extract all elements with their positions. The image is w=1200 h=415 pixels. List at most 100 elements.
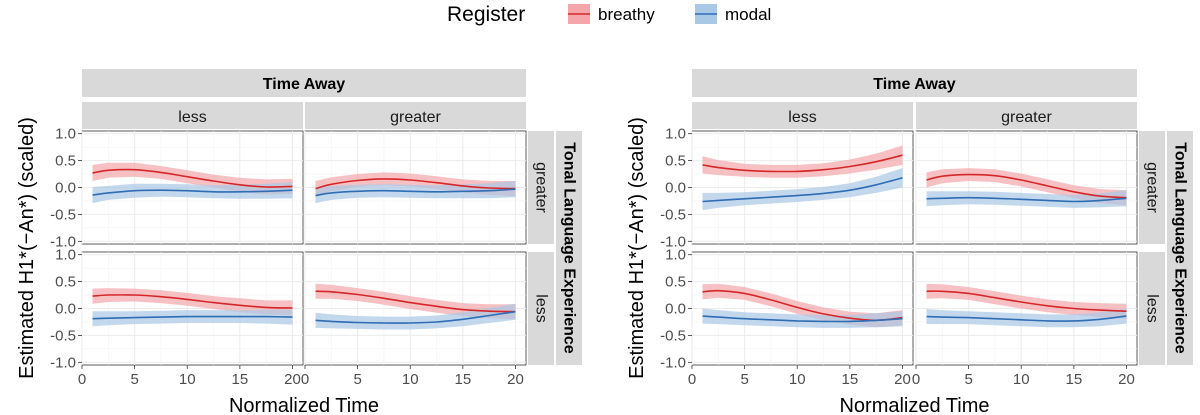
col-strip-label-less: less (788, 109, 816, 126)
row-strip-label-greater: greater (533, 162, 550, 213)
x-tick-label: 0 (78, 371, 86, 388)
row-strip-title: Tonal Language Experience (561, 142, 578, 353)
y-tick-label: -1.0 (660, 233, 686, 250)
x-tick-label: 10 (1013, 371, 1030, 388)
col-strip-greater (916, 102, 1137, 129)
row-strip-less (528, 252, 554, 365)
x-tick-label: 20 (894, 371, 911, 388)
line-modal (926, 196, 1127, 203)
panel-less-less: -1.0 -0.5 0.0 0.5 1.0 0 5 10 15 20 (50, 247, 304, 388)
panel-less-greater: 0 5 10 15 20 (912, 251, 1138, 388)
line-breathy (315, 290, 516, 313)
x-tick-label: 5 (964, 371, 972, 388)
col-strip-title: Time Away (263, 76, 346, 93)
y-tick-label: 0.5 (665, 153, 686, 170)
row-strip-greater (1139, 131, 1165, 244)
y-tick-label: 0.5 (665, 274, 686, 291)
legend: Register breathy modal (447, 3, 771, 26)
panel-greater-less: -1.0 -0.5 0.0 0.5 1.0 (50, 126, 304, 250)
col-strip-label-greater: greater (1001, 109, 1052, 126)
line-breathy (92, 294, 293, 309)
y-tick-label: 0.5 (55, 153, 76, 170)
figure-2: Time Away less greater greater less Tonal Lan… (626, 69, 1193, 415)
col-strip-title-box (692, 69, 1137, 97)
row-strip-label-less: less (533, 294, 550, 322)
legend-label-modal: modal (725, 5, 771, 24)
line-modal (92, 189, 293, 196)
line-breathy (92, 168, 293, 188)
figure-1: Time Away less greater greater less Tonal Lan… (16, 69, 582, 415)
y-tick-label: -1.0 (50, 354, 76, 371)
row-strip-title-box (1167, 131, 1193, 365)
panel-less-less: -1.0 -0.5 0.0 0.5 1.0 0 5 10 15 20 (660, 247, 914, 388)
y-tick-label: -0.5 (660, 327, 686, 344)
line-modal (315, 188, 516, 197)
x-tick-label: 0 (688, 371, 696, 388)
x-tick-label: 5 (353, 371, 361, 388)
y-tick-label: 1.0 (55, 126, 76, 143)
y-tick-label: 1.0 (665, 247, 686, 264)
line-modal (702, 177, 903, 203)
line-breathy (315, 178, 516, 190)
x-tick-label: 15 (232, 371, 249, 388)
col-strip-title-box (82, 69, 526, 97)
col-strip-greater (305, 102, 526, 129)
line-modal (926, 315, 1127, 322)
ribbon-modal (702, 168, 903, 211)
x-tick-label: 10 (179, 371, 196, 388)
line-breathy (926, 290, 1127, 312)
panel-less-greater: 0 5 10 15 20 (301, 251, 527, 388)
ribbon-breathy (926, 283, 1127, 319)
y-tick-label: 1.0 (665, 126, 686, 143)
ribbon-modal (702, 308, 903, 328)
row-strip-label-less: less (1144, 294, 1161, 322)
y-tick-label: 0.0 (55, 180, 76, 197)
row-strip-title: Tonal Language Experience (1172, 142, 1189, 353)
line-breathy (702, 154, 903, 173)
panel-greater-greater (915, 130, 1138, 245)
ribbon-modal (92, 182, 293, 204)
col-strip-label-greater: greater (390, 109, 441, 126)
x-axis-title: Normalized Time (229, 395, 379, 415)
x-tick-label: 15 (455, 371, 472, 388)
y-tick-label: -1.0 (660, 354, 686, 371)
col-strip-less (82, 102, 303, 129)
row-strip-label-greater: greater (1144, 162, 1161, 213)
line-modal (315, 310, 516, 324)
legend-key-breathy: breathy (568, 4, 655, 24)
row-strip-less (1139, 252, 1165, 365)
panel-greater-less: -1.0 -0.5 0.0 0.5 1.0 (660, 126, 914, 250)
ribbon-breathy (702, 145, 903, 178)
col-strip-less (692, 102, 913, 129)
facet-figures: Time Away less greater greater less Tonal Lan… (16, 69, 1193, 415)
x-tick-label: 10 (789, 371, 806, 388)
legend-label-breathy: breathy (598, 5, 655, 24)
line-breathy (926, 173, 1127, 199)
x-tick-label: 10 (402, 371, 419, 388)
x-tick-label: 15 (1066, 371, 1083, 388)
y-tick-label: 0.5 (55, 274, 76, 291)
x-axis-title: Normalized Time (839, 395, 989, 415)
x-tick-label: 5 (130, 371, 138, 388)
y-tick-label: -1.0 (50, 233, 76, 250)
x-tick-label: 0 (301, 371, 309, 388)
legend-title: Register (447, 3, 525, 26)
y-tick-label: 0.0 (55, 301, 76, 318)
panel-greater-greater (304, 130, 527, 245)
row-strip-title-box (556, 131, 582, 365)
y-tick-label: -0.5 (50, 327, 76, 344)
ribbon-modal (92, 309, 293, 327)
col-strip-label-less: less (178, 109, 206, 126)
x-tick-label: 20 (507, 371, 524, 388)
line-modal (702, 315, 903, 323)
y-tick-label: -0.5 (660, 206, 686, 223)
ribbon-modal (926, 308, 1127, 328)
y-axis-title: Estimated H1*(−An*) (scaled) (626, 117, 648, 379)
y-tick-label: 0.0 (665, 301, 686, 318)
y-tick-label: -0.5 (50, 206, 76, 223)
y-axis-title: Estimated H1*(−An*) (scaled) (16, 117, 38, 379)
row-strip-greater (528, 131, 554, 244)
y-tick-label: 0.0 (665, 180, 686, 197)
x-tick-label: 15 (842, 371, 859, 388)
